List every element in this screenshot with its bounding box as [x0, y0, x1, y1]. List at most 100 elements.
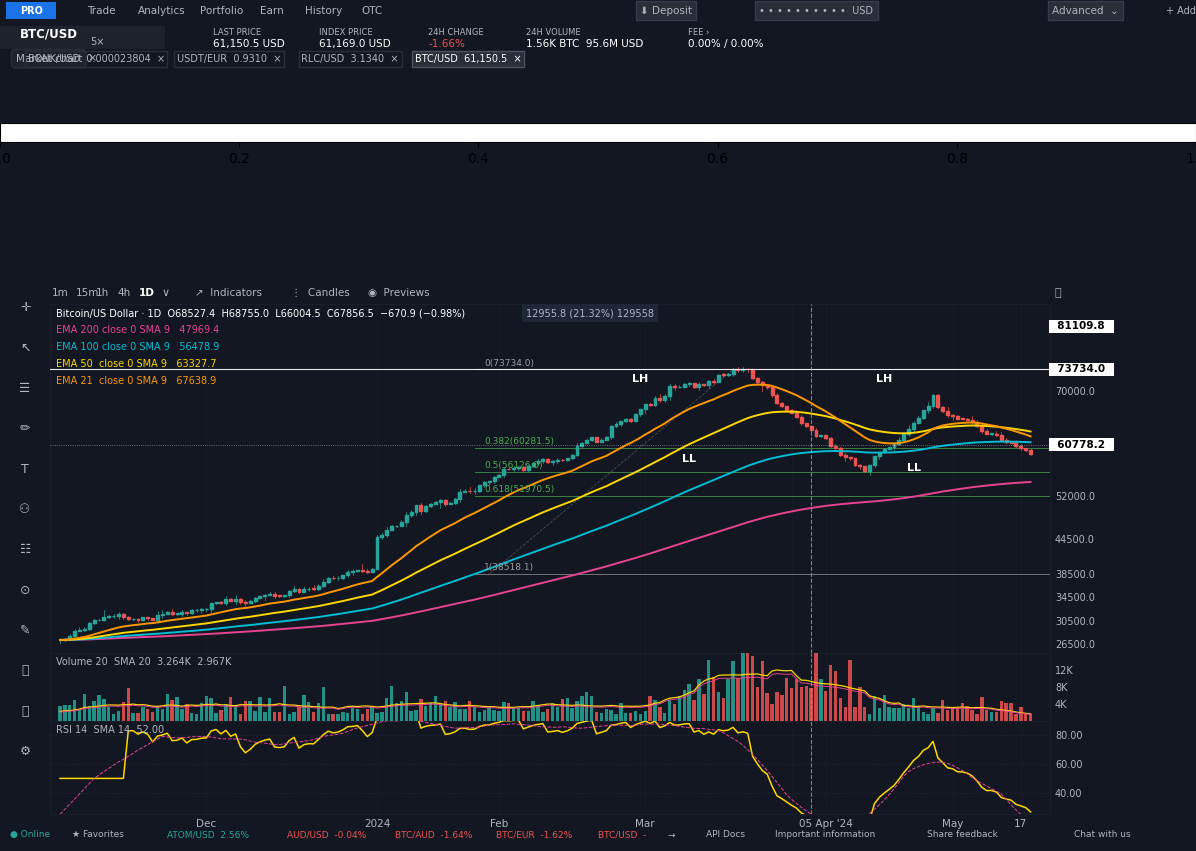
Bar — [620, 703, 623, 721]
Bar — [702, 694, 706, 721]
Bar — [420, 505, 422, 511]
Bar — [868, 465, 871, 471]
Bar — [155, 614, 159, 620]
Bar — [648, 696, 652, 721]
Bar — [171, 612, 173, 614]
Bar — [127, 688, 130, 721]
Bar — [971, 420, 974, 421]
Bar — [673, 705, 676, 721]
Bar — [946, 711, 950, 721]
Bar — [829, 438, 832, 446]
Bar — [561, 700, 565, 721]
Bar — [922, 711, 925, 721]
Bar — [136, 713, 140, 721]
Bar — [234, 598, 237, 601]
Text: OTC: OTC — [361, 6, 383, 15]
Bar — [1005, 440, 1008, 442]
Bar — [214, 713, 218, 721]
Bar — [78, 630, 81, 631]
Bar — [273, 594, 276, 596]
Bar — [936, 712, 940, 721]
Bar — [707, 660, 710, 721]
Bar — [151, 618, 154, 620]
Bar — [399, 523, 403, 526]
Text: 📷: 📷 — [1055, 288, 1062, 298]
Bar — [911, 698, 915, 721]
Bar — [355, 709, 359, 721]
Bar — [795, 679, 798, 721]
Bar — [780, 695, 783, 721]
Bar — [376, 538, 378, 568]
Text: ATOM/USD  2.56%: ATOM/USD 2.56% — [167, 831, 250, 839]
Bar — [653, 700, 657, 721]
Text: ∨: ∨ — [161, 288, 170, 298]
Bar — [789, 688, 793, 721]
Bar — [864, 466, 866, 471]
Bar — [122, 702, 126, 721]
Bar — [594, 712, 598, 721]
Bar — [181, 612, 183, 614]
Bar — [176, 698, 178, 721]
Bar — [838, 699, 842, 721]
Bar — [843, 455, 847, 457]
Bar — [244, 700, 248, 721]
Bar — [409, 711, 413, 721]
Bar — [317, 585, 321, 589]
Bar — [600, 440, 603, 442]
Bar — [892, 444, 896, 447]
Bar — [1009, 442, 1013, 443]
Bar — [258, 697, 262, 721]
Text: 60778.2: 60778.2 — [1050, 440, 1112, 449]
Text: 4h: 4h — [117, 288, 130, 298]
Text: ↖: ↖ — [20, 341, 30, 355]
Bar — [234, 705, 237, 721]
Bar — [336, 714, 340, 721]
Bar — [151, 712, 154, 721]
Text: ⋮  Candles: ⋮ Candles — [291, 288, 349, 298]
Bar — [1029, 450, 1032, 454]
Bar — [472, 707, 476, 721]
Bar — [990, 712, 993, 721]
Text: BTC/USD  61,150.5  ×: BTC/USD 61,150.5 × — [415, 54, 521, 64]
Text: RSI 14  SMA 14  52.00: RSI 14 SMA 14 52.00 — [56, 725, 164, 735]
Text: Share feedback: Share feedback — [927, 831, 997, 839]
Bar — [751, 655, 755, 721]
Bar — [810, 426, 812, 430]
Bar — [620, 421, 622, 425]
Bar — [791, 409, 793, 414]
Bar — [547, 460, 549, 462]
Bar — [859, 688, 861, 721]
Bar — [214, 602, 218, 603]
Bar — [429, 504, 432, 506]
Bar — [160, 710, 164, 721]
Bar — [941, 700, 945, 721]
Bar — [667, 700, 671, 721]
Bar — [580, 696, 584, 721]
Bar — [775, 396, 779, 403]
Bar — [653, 397, 657, 405]
Bar — [512, 468, 515, 469]
Bar — [751, 369, 753, 378]
Bar — [819, 435, 823, 437]
Bar — [639, 714, 642, 721]
Text: 1D: 1D — [139, 288, 154, 298]
Bar — [498, 475, 500, 477]
Bar — [610, 711, 612, 721]
Bar — [721, 698, 725, 721]
Bar — [975, 714, 978, 721]
Bar — [434, 502, 437, 504]
Text: Analytics: Analytics — [138, 6, 185, 15]
Bar — [712, 677, 715, 721]
Bar — [678, 695, 681, 721]
Text: API Docs: API Docs — [706, 831, 745, 839]
Bar — [960, 703, 964, 721]
Bar — [273, 711, 276, 721]
Bar — [292, 712, 295, 721]
Bar — [834, 671, 837, 721]
Bar — [1024, 714, 1027, 721]
Text: PRO: PRO — [19, 6, 43, 15]
Text: ★ Favorites: ★ Favorites — [72, 831, 123, 839]
Bar — [669, 386, 671, 396]
Bar — [683, 690, 687, 721]
Bar — [683, 384, 685, 386]
